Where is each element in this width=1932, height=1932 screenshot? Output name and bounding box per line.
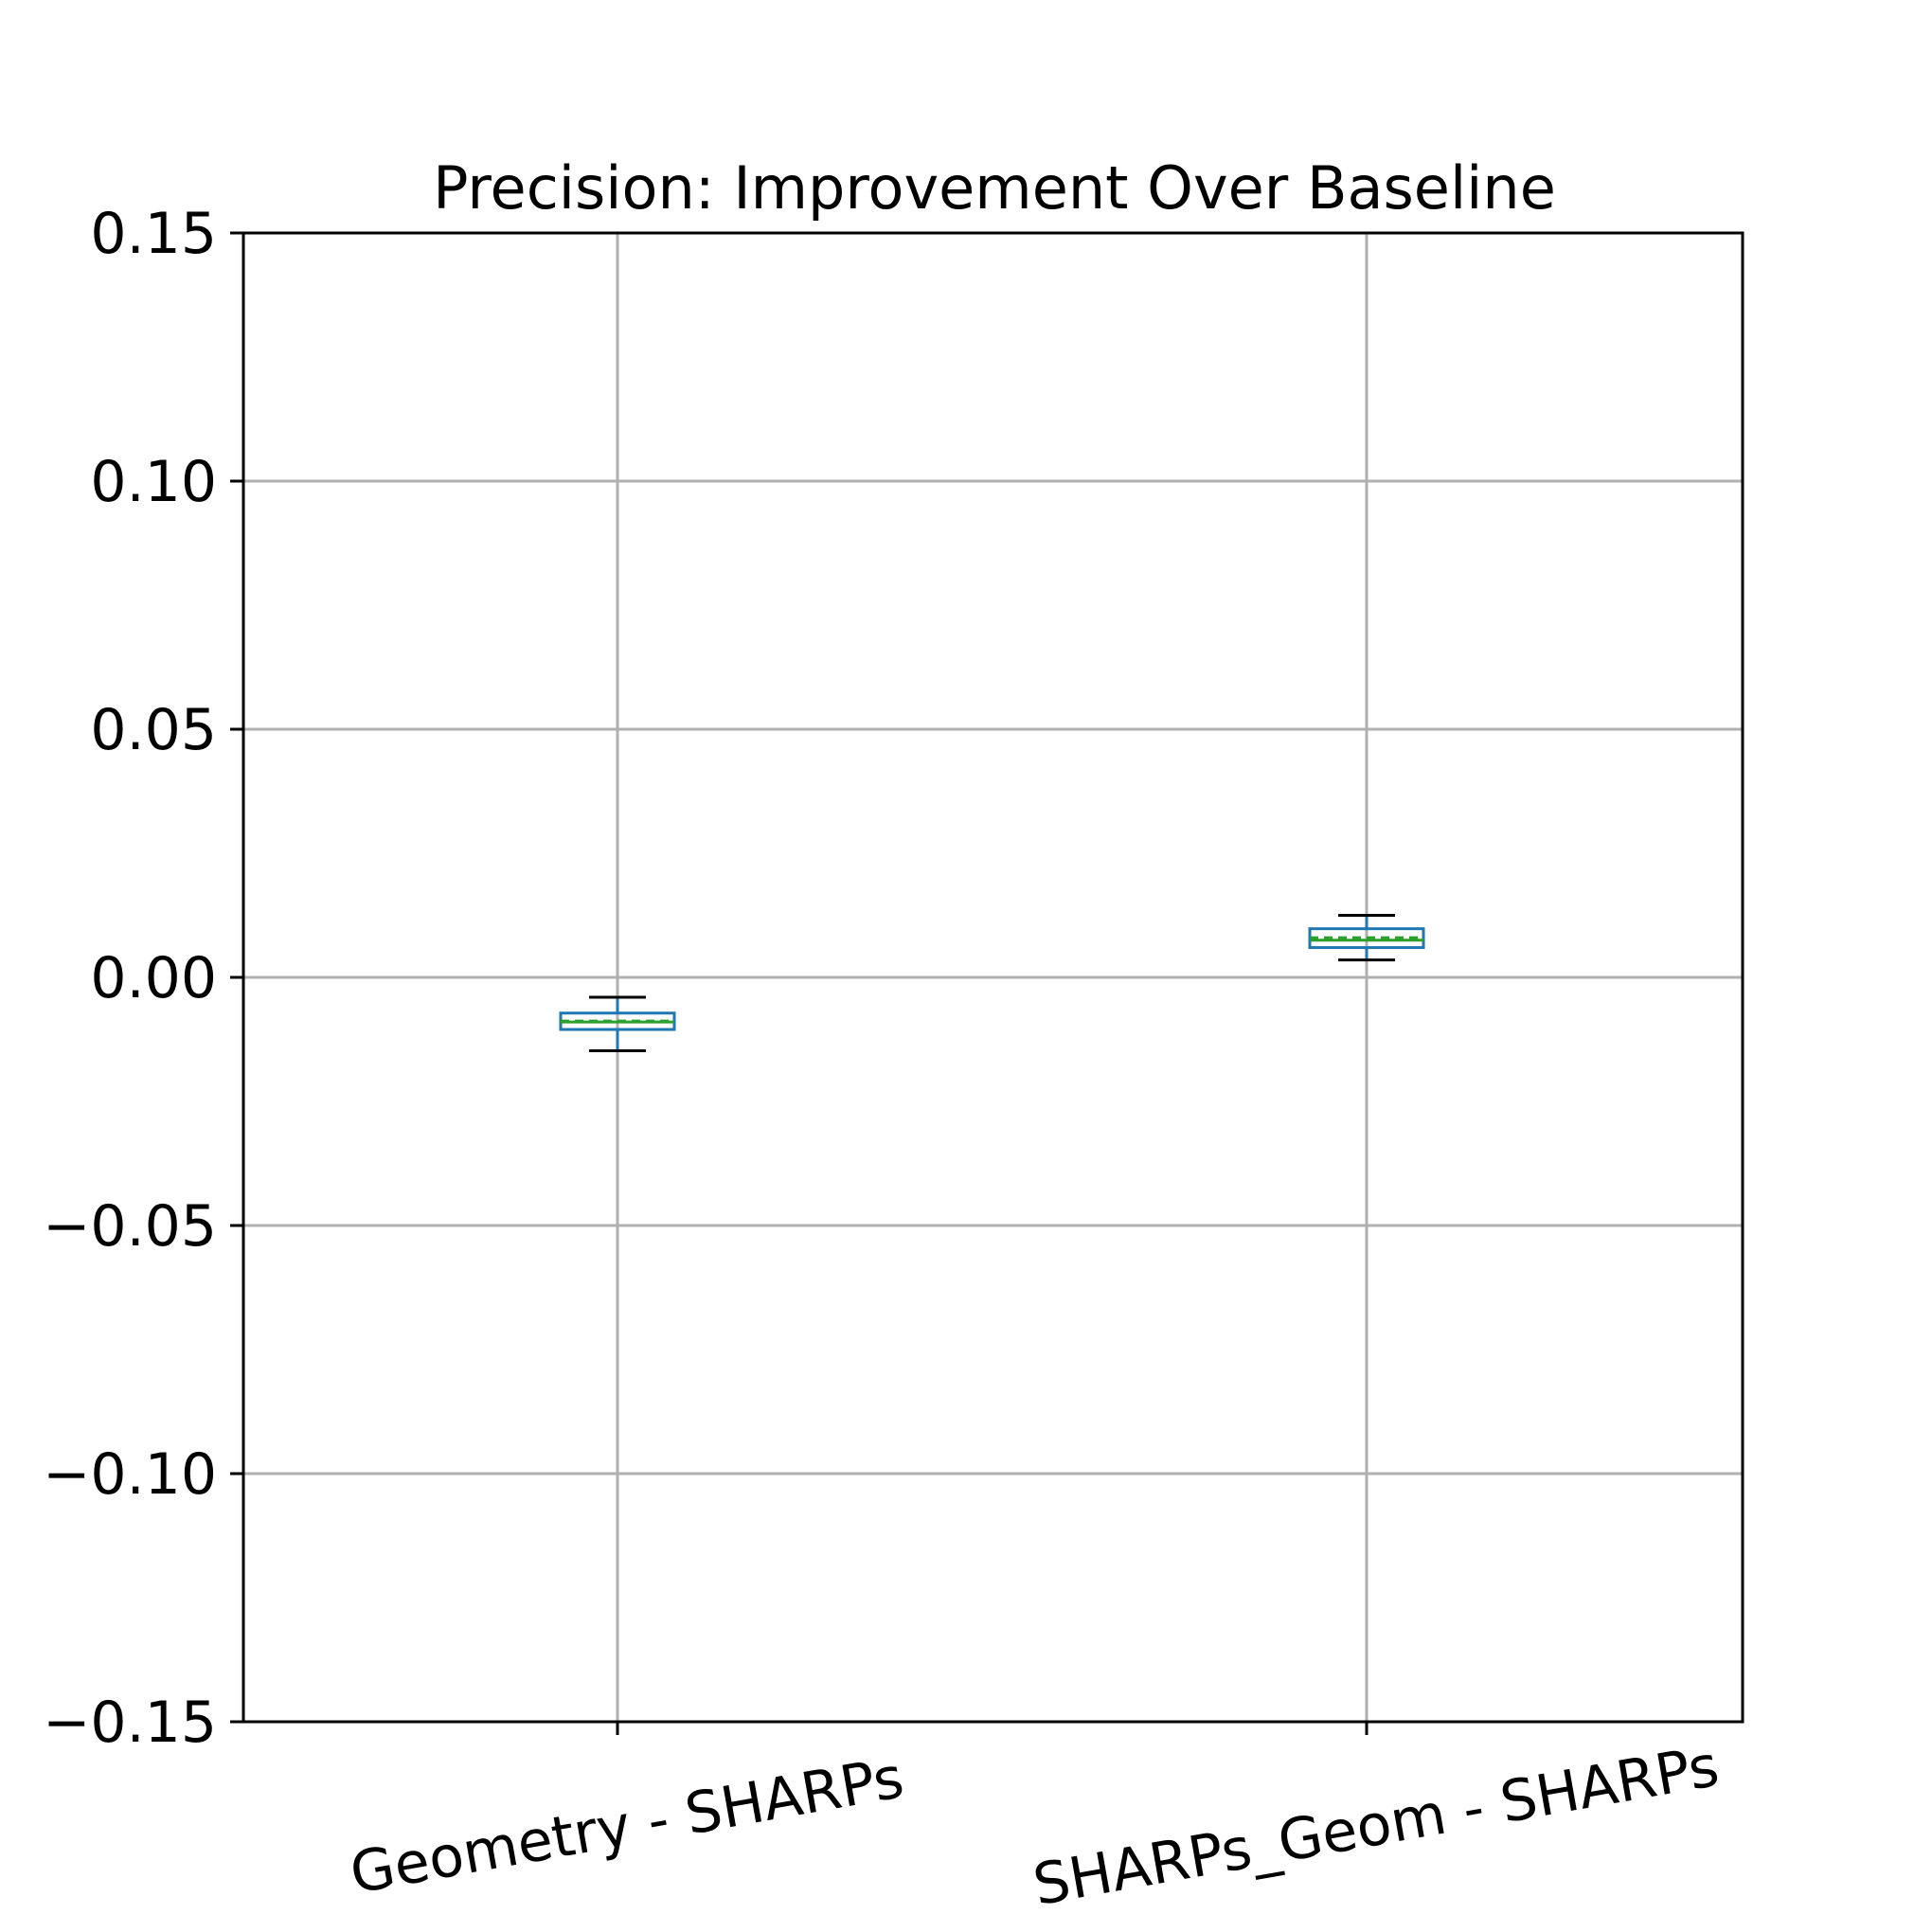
x-axis: Geometry - SHARPs SHARPs_Geom - SHARPs — [346, 1722, 1724, 1919]
y-tick-label: −0.10 — [43, 1441, 217, 1508]
x-tick-label: Geometry - SHARPs — [346, 1744, 908, 1907]
box-1 — [559, 995, 676, 1053]
boxes-layer — [559, 914, 1425, 1053]
y-tick-label: −0.15 — [43, 1690, 217, 1756]
y-tick-label: 0.10 — [90, 449, 217, 515]
y-tick-label: −0.05 — [43, 1193, 217, 1260]
box-2 — [1308, 914, 1425, 962]
y-tick-label: 0.05 — [90, 697, 217, 763]
grid-layer — [243, 231, 1743, 1724]
x-tick-label: SHARPs_Geom - SHARPs — [1029, 1733, 1724, 1919]
chart-title: Precision: Improvement Over Baseline — [433, 153, 1556, 223]
plot-frame — [242, 231, 1744, 1724]
y-tick-label: 0.00 — [90, 945, 217, 1011]
y-axis: −0.15 −0.10 −0.05 0.00 0.05 0.10 0.15 — [43, 201, 243, 1756]
y-tick-label: 0.15 — [90, 201, 217, 267]
